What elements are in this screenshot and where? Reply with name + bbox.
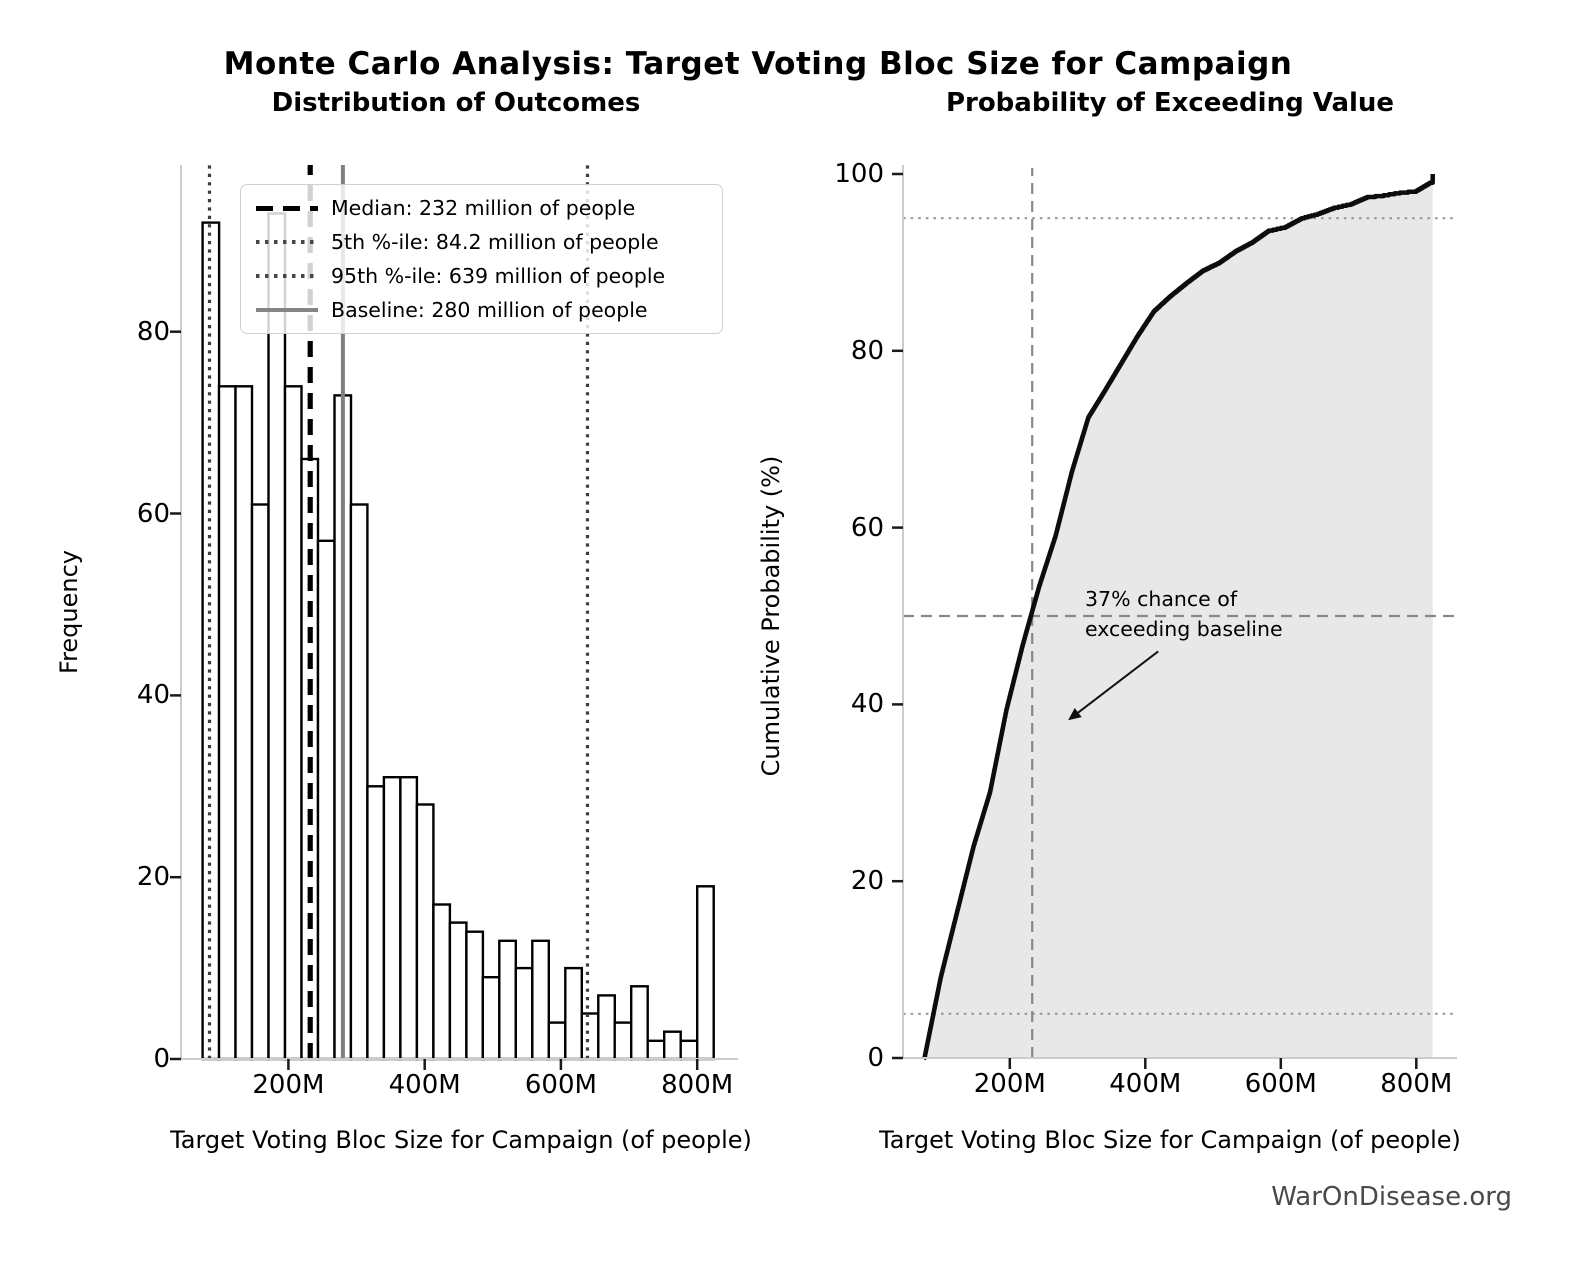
hist-bar <box>696 885 715 1061</box>
legend: Median: 232 million of people 5th %-ile: … <box>240 184 723 334</box>
hist-bar <box>316 539 336 1061</box>
hist-bar <box>448 921 468 1061</box>
hist-bar <box>630 985 649 1061</box>
hist-bar <box>432 903 452 1061</box>
hist-bar <box>514 966 534 1061</box>
hist-bar <box>663 1030 682 1061</box>
cdf-y-tick-label: 60 <box>850 512 884 543</box>
hist-y-tick-label: 0 <box>153 1044 170 1074</box>
histogram-ylabel: Frequency <box>55 550 83 674</box>
cdf-y-tick-label: 0 <box>867 1043 884 1073</box>
hist-bar <box>531 939 550 1061</box>
legend-item: 5th %-ile: 84.2 million of people <box>256 225 707 259</box>
hist-bar <box>564 966 583 1061</box>
annotation-arrow-line <box>1072 650 1159 718</box>
cdf-curve <box>922 174 1435 1061</box>
hist-bar <box>267 212 287 1061</box>
annotation-text: 37% chance of exceeding baseline <box>1085 587 1283 641</box>
legend-item: 95th %-ile: 639 million of people <box>256 259 707 293</box>
hist-x-tick-label: 400M <box>388 1070 461 1100</box>
hist-bar <box>481 976 501 1061</box>
hist-bar <box>679 1039 699 1061</box>
legend-line-sample-dashed-black <box>256 205 318 211</box>
legend-line-sample-solid-gray <box>256 308 318 312</box>
hist-bar <box>201 221 221 1061</box>
legend-line-sample-dotted-gray <box>256 240 318 244</box>
cdf-x-tick-label: 400M <box>1109 1069 1182 1099</box>
cdf-xlabel: Target Voting Bloc Size for Campaign (of… <box>879 1126 1461 1154</box>
hist-bar <box>547 1021 567 1061</box>
hist-x-tick-label: 800M <box>661 1070 734 1100</box>
hist-bar <box>399 776 419 1061</box>
cdf-y-tick-label: 100 <box>834 159 884 189</box>
cdf-y-tick-label: 20 <box>850 866 884 897</box>
hist-bar <box>498 939 517 1061</box>
cdf-x-tick-label: 200M <box>973 1069 1046 1099</box>
watermark: WarOnDisease.org <box>1271 1182 1512 1212</box>
cdf-x-tick-label: 600M <box>1244 1069 1317 1099</box>
legend-item: Baseline: 280 million of people <box>256 293 707 327</box>
cdf-title: Probability of Exceeding Value <box>945 88 1395 118</box>
hist-bar <box>217 385 237 1061</box>
hist-y-tick-label: 60 <box>136 498 170 529</box>
hist-bar <box>465 930 485 1061</box>
figure-title: Monte Carlo Analysis: Target Voting Bloc… <box>223 46 1293 82</box>
hist-bar <box>597 994 616 1061</box>
hist-bar <box>646 1039 666 1061</box>
hist-bar <box>250 503 270 1061</box>
cdf-x-tick-label: 800M <box>1380 1069 1453 1099</box>
hist-x-tick-label: 200M <box>252 1070 325 1100</box>
cdf-ylabel: Cumulative Probability (%) <box>757 455 785 777</box>
hist-bar <box>366 785 386 1061</box>
hist-y-tick-label: 80 <box>136 316 170 347</box>
legend-label: 95th %-ile: 639 million of people <box>331 264 666 288</box>
annotation-arrow-head <box>1068 708 1082 721</box>
legend-item: Median: 232 million of people <box>256 191 707 225</box>
hist-bar <box>382 776 402 1061</box>
hist-x-tick-label: 600M <box>524 1070 597 1100</box>
hist-y-tick-label: 40 <box>136 680 170 711</box>
hist-bar <box>580 1012 600 1061</box>
legend-label: Baseline: 280 million of people <box>331 298 648 322</box>
hist-bar <box>234 385 254 1061</box>
cdf-y-tick-label: 40 <box>850 689 884 720</box>
hist-y-tick-label: 20 <box>136 862 170 893</box>
cdf-y-tick-label: 80 <box>850 335 884 366</box>
legend-line-sample-dotted-gray <box>256 274 318 278</box>
legend-label: 5th %-ile: 84.2 million of people <box>331 230 659 254</box>
hist-bar <box>613 1021 633 1061</box>
histogram-xlabel: Target Voting Bloc Size for Campaign (of… <box>170 1126 752 1154</box>
hist-bar <box>415 803 435 1061</box>
histogram-title: Distribution of Outcomes <box>271 88 641 118</box>
legend-label: Median: 232 million of people <box>331 196 636 220</box>
hist-bar <box>349 503 369 1061</box>
hist-bar <box>283 385 303 1061</box>
